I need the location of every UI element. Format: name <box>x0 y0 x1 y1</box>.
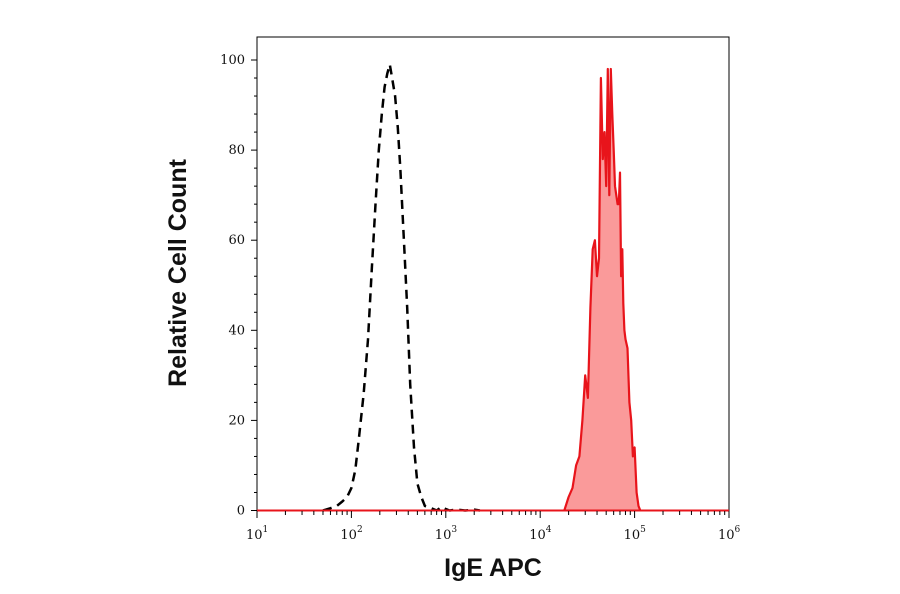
y-tick-label: 20 <box>228 413 245 428</box>
y-tick-label: 0 <box>237 504 245 519</box>
y-tick-label: 100 <box>220 53 245 68</box>
x-axis-title: IgE APC <box>444 554 542 582</box>
x-tick-label: 102 <box>340 525 362 543</box>
series-1-area <box>564 69 641 511</box>
y-tick-label: 80 <box>228 143 245 158</box>
plot-area-frame <box>256 36 730 512</box>
x-tick-label: 101 <box>246 525 268 543</box>
series-1-line <box>563 67 642 511</box>
y-axis-title: Relative Cell Count <box>164 158 192 386</box>
x-tick-label: 105 <box>624 525 647 543</box>
series-0-line <box>322 63 481 512</box>
x-tick-label: 106 <box>718 525 741 543</box>
y-tick-label: 60 <box>228 233 245 248</box>
y-tick-label: 40 <box>228 323 245 338</box>
x-tick-label: 104 <box>529 525 552 543</box>
x-tick-label: 103 <box>435 525 458 543</box>
